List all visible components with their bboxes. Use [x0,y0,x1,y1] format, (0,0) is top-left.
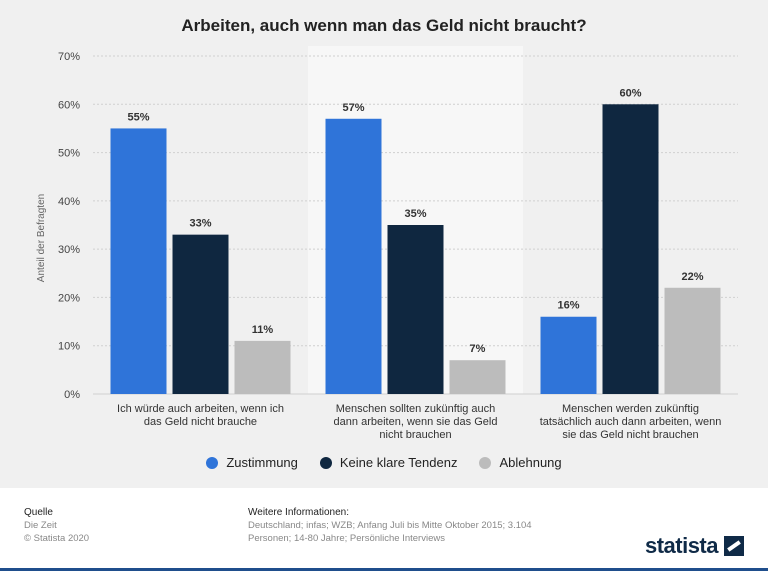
y-tick-label-4: 40% [58,196,80,208]
legend-item-zustimmung[interactable]: Zustimmung [206,455,298,470]
bar-ablehnung-3 [664,287,721,394]
category-label-2: Menschen sollten zukünftig auch dann arbe… [334,403,498,441]
info-text: Deutschland; infas; WZB; Anfang Juli bis… [248,520,532,544]
category-label-line: Menschen werden zukünftig [562,403,699,415]
bar-chart: 0% 10% 20% 30% 40% 50% 60% 70% 55% 33% 11% 57% 35% 7… [36,51,738,441]
category-label-3: Menschen werden zukünftig tatsächlich auc… [540,403,722,441]
bar-keine-klare-tendenz-2 [387,225,444,394]
logo-text: statista [644,533,719,558]
y-tick-label-1: 10% [58,341,80,353]
y-tick-label-7: 70% [58,51,80,63]
statista-logo[interactable]: statista [645,533,744,559]
legend-item-keine-klare-tendenz[interactable]: Keine klare Tendenz [319,455,458,470]
footer: Quelle Die Zeit © Statista 2020 Weitere … [0,488,768,571]
category-label-line: Ich würde auch arbeiten, wenn ich [117,403,284,415]
info-title: Weitere Informationen: [248,507,349,518]
legend-label-zustimmung: Zustimmung [226,455,298,470]
category-label-line: Menschen sollten zukünftig auch [336,403,496,415]
y-tick-label-6: 60% [58,99,80,111]
category-label-line: dann arbeiten, wenn sie das Geld [334,416,498,428]
bar-keine-klare-tendenz-1 [172,234,229,394]
bar-ablehnung-2 [449,360,506,394]
data-label-3-2: 7% [470,343,486,355]
y-tick-label-2: 20% [58,292,80,304]
source-line-2[interactable]: © Statista 2020 [24,533,90,544]
source-title: Quelle [24,507,53,518]
y-axis-label: Anteil der Befragten [36,194,47,282]
legend-dot-keine-klare-tendenz [319,456,332,469]
legend-dot-zustimmung [206,456,219,469]
data-label-1-3: 16% [557,300,579,312]
y-tick-label-0: 0% [64,389,80,401]
chart-title: Arbeiten, auch wenn man das Geld nicht b… [181,16,587,35]
data-label-1-2: 57% [342,102,364,114]
data-label-3-3: 22% [681,271,703,283]
info-block: Weitere Informationen: Deutschland; infa… [248,506,538,545]
legend: Zustimmung Keine klare Tendenz Ablehnung [0,455,768,470]
data-label-2-3: 60% [619,87,641,99]
legend-label-ablehnung: Ablehnung [499,455,562,470]
data-label-2-2: 35% [404,208,426,220]
statista-logo-icon [724,536,744,556]
category-label-line: das Geld nicht brauche [144,416,257,428]
category-label-1: Ich würde auch arbeiten, wenn ich das Gel… [117,403,284,428]
legend-dot-ablehnung [479,456,492,469]
bar-zustimmung-2 [325,118,382,395]
data-label-3-1: 11% [252,324,274,336]
bottom-strip [0,568,768,571]
category-label-line: tatsächlich auch dann arbeiten, wenn [540,416,722,428]
y-tick-label-5: 50% [58,148,80,160]
bar-zustimmung-3 [540,316,597,394]
source-block: Quelle Die Zeit © Statista 2020 [24,506,89,545]
legend-label-keine-klare-tendenz: Keine klare Tendenz [339,455,458,470]
data-label-2-1: 33% [189,218,211,230]
legend-item-ablehnung[interactable]: Ablehnung [479,455,562,470]
data-label-1-1: 55% [127,111,149,123]
category-label-line: sie das Geld nicht brauchen [562,429,698,441]
category-label-line: nicht brauchen [379,429,451,441]
bar-keine-klare-tendenz-3 [602,104,659,395]
source-line-1[interactable]: Die Zeit [24,520,57,531]
bar-zustimmung-1 [110,128,167,394]
bar-ablehnung-1 [234,340,291,394]
y-tick-label-3: 30% [58,244,80,256]
